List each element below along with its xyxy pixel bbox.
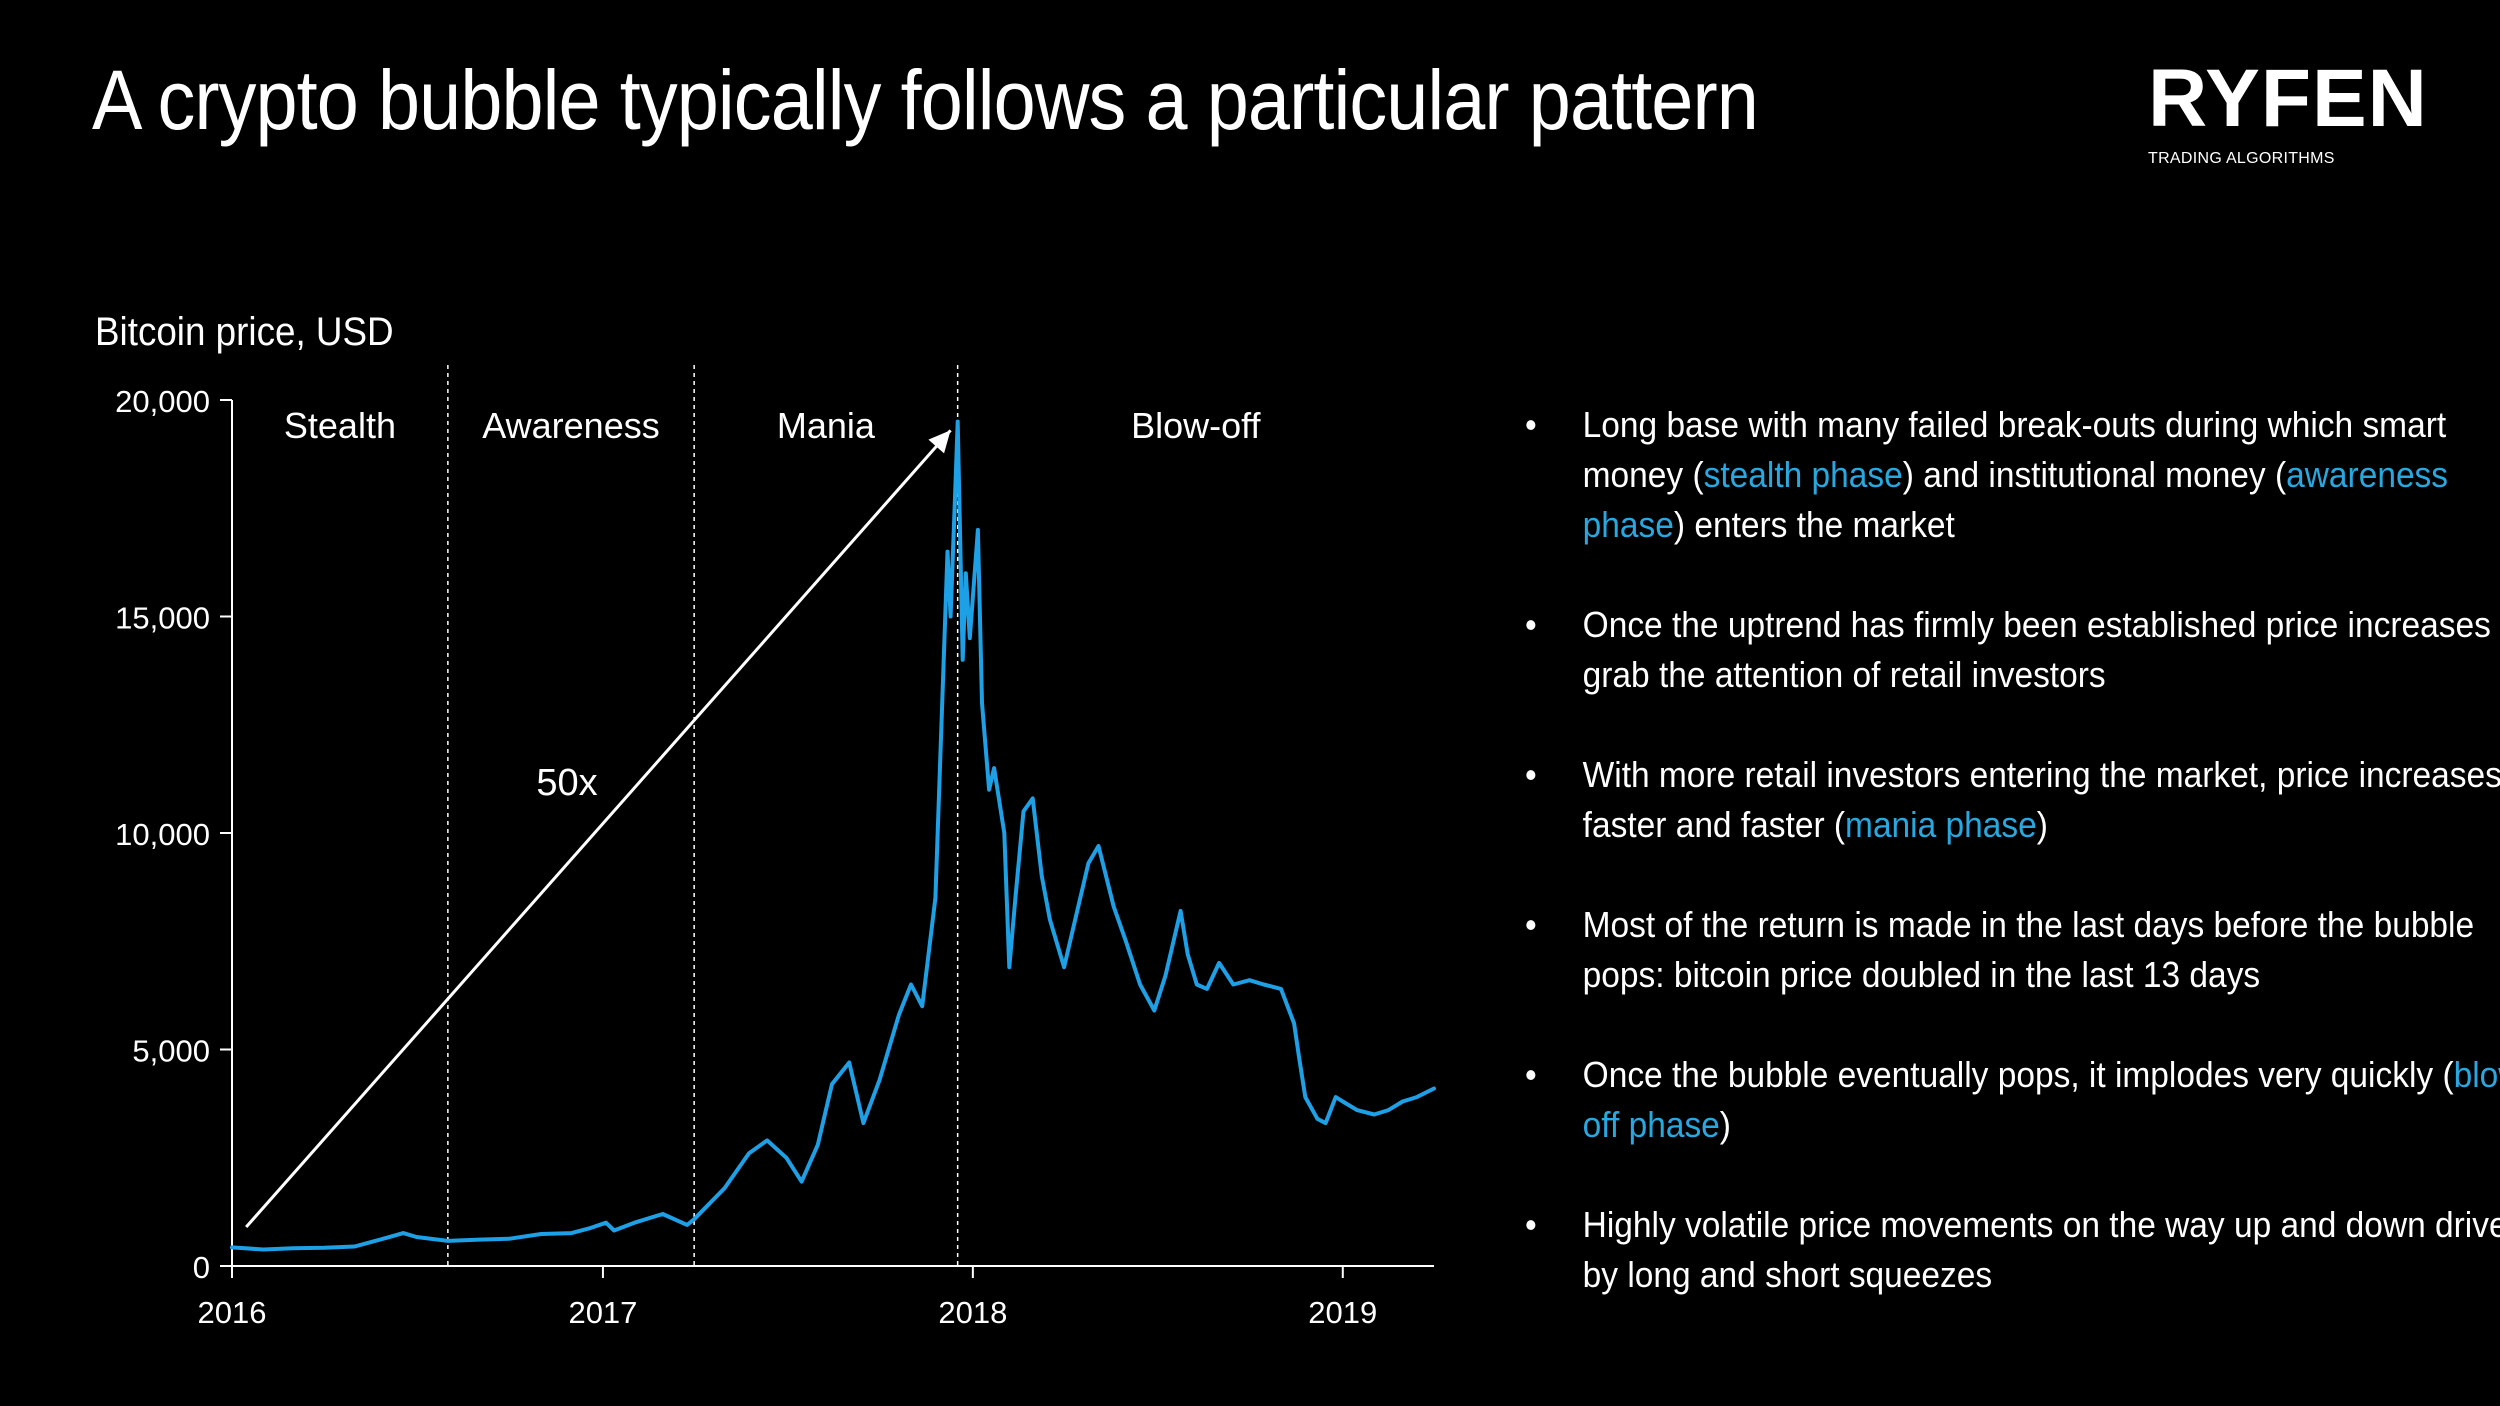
bullet-text: Most of the return is made in the last d… <box>1582 904 2475 995</box>
y-tick-label: 5,000 <box>132 1034 210 1069</box>
phase-highlight: awareness phase <box>1582 454 2449 545</box>
y-tick-label: 10,000 <box>115 817 210 852</box>
logo-name: RYFEN <box>2148 53 2428 144</box>
brand-logo: RYFEN TRADING ALGORITHMS <box>2148 58 2428 168</box>
y-tick-label: 15,000 <box>115 601 210 636</box>
bullet-text: Highly volatile price movements on the w… <box>1582 1204 2500 1295</box>
bullet-item: Highly volatile price movements on the w… <box>1525 1200 2500 1300</box>
bullet-item: Once the uptrend has firmly been establi… <box>1525 600 2500 700</box>
bullet-text: Long base with many failed break-outs du… <box>1582 404 2447 495</box>
chart-y-label: Bitcoin price, USD <box>95 310 394 354</box>
phase-label: Mania <box>777 405 876 446</box>
x-tick-label: 2019 <box>1308 1295 1377 1330</box>
x-tick-label: 2018 <box>938 1295 1007 1330</box>
bullet-item: Long base with many failed break-outs du… <box>1525 400 2500 550</box>
phase-highlight: stealth phase <box>1703 454 1903 495</box>
x-tick-label: 2016 <box>198 1295 267 1330</box>
phase-highlight: blow-off phase <box>1582 1054 2500 1145</box>
x-tick-label: 2017 <box>568 1295 637 1330</box>
bullet-text: ) <box>1719 1104 1731 1145</box>
bullet-text: Once the bubble eventually pops, it impl… <box>1582 1054 2454 1095</box>
bullet-list: Long base with many failed break-outs du… <box>1525 400 2500 1350</box>
phase-label: Blow-off <box>1131 405 1261 446</box>
bullet-item: Most of the return is made in the last d… <box>1525 900 2500 1000</box>
bullet-item: Once the bubble eventually pops, it impl… <box>1525 1050 2500 1150</box>
bullet-text: ) <box>2036 804 2048 845</box>
page-title: A crypto bubble typically follows a part… <box>92 53 1759 147</box>
y-tick-label: 20,000 <box>115 384 210 419</box>
bullet-item: With more retail investors entering the … <box>1525 750 2500 850</box>
bitcoin-price-chart: 0 5,000 10,000 15,000 20,000 2016 2017 2018 2019… <box>115 365 1436 1330</box>
bullet-text: Once the uptrend has firmly been establi… <box>1582 604 2491 695</box>
phase-label: Awareness <box>482 405 659 446</box>
bullet-text: ) and institutional money ( <box>1902 454 2287 495</box>
logo-subtitle: TRADING ALGORITHMS <box>2148 150 2335 167</box>
bitcoin-price-line <box>230 419 1436 1252</box>
y-tick-label: 0 <box>193 1250 210 1285</box>
trend-arrow <box>245 429 952 1229</box>
arrow-label: 50x <box>536 762 597 804</box>
bullet-text: With more retail investors entering the … <box>1582 754 2500 845</box>
phase-highlight: mania phase <box>1845 804 2037 845</box>
phase-label: Stealth <box>284 405 396 446</box>
bullet-text: ) enters the market <box>1673 504 1955 545</box>
arrow-head <box>928 430 951 454</box>
